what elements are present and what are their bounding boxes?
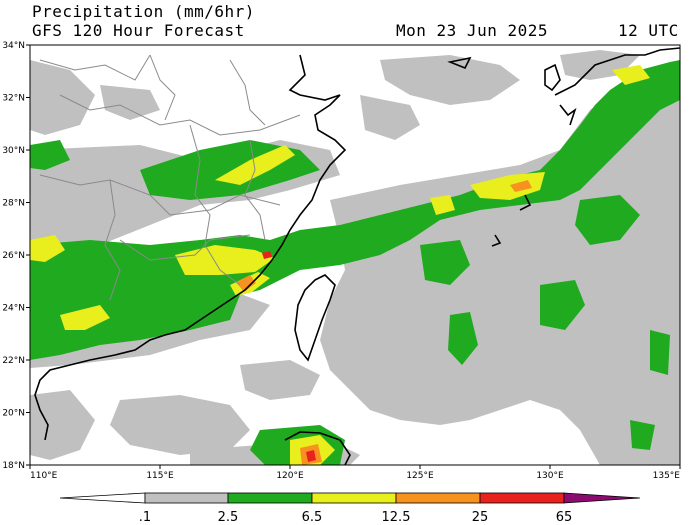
lat-tick-label: 26°N bbox=[2, 251, 25, 261]
precip-very-heavy-areas bbox=[236, 180, 532, 465]
colorbar-segment-under-0.1 bbox=[59, 492, 146, 504]
lat-tick-label: 32°N bbox=[2, 94, 25, 104]
colorbar-label: 12.5 bbox=[382, 510, 411, 525]
valid-date: Mon 23 Jun 2025 bbox=[396, 21, 548, 40]
lon-tick-label: 135°E bbox=[653, 471, 681, 481]
colorbar-segment-12.5-25 bbox=[395, 492, 481, 504]
lat-tick-label: 24°N bbox=[2, 304, 25, 314]
precip-extreme-areas bbox=[262, 251, 316, 462]
valid-time: 12 UTC bbox=[618, 21, 679, 40]
lon-tick-label: 130°E bbox=[536, 471, 564, 481]
colorbar: .1 2.5 6.5 12.5 25 65 bbox=[59, 492, 641, 525]
colorbar-segment-25-65 bbox=[479, 492, 565, 504]
coastlines bbox=[34, 47, 680, 465]
lat-tick-label: 28°N bbox=[2, 199, 25, 209]
lat-tick-label: 18°N bbox=[2, 461, 25, 471]
lon-tick-label: 110°E bbox=[30, 471, 58, 481]
forecast-label: GFS 120 Hour Forecast bbox=[32, 21, 245, 40]
colorbar-label: 65 bbox=[556, 510, 573, 525]
lat-tick-label: 20°N bbox=[2, 409, 25, 419]
lat-tick-label: 30°N bbox=[2, 146, 25, 156]
colorbar-label: 25 bbox=[472, 510, 489, 525]
colorbar-label: .1 bbox=[139, 510, 151, 525]
colorbar-label: 2.5 bbox=[218, 510, 239, 525]
lon-tick-label: 125°E bbox=[406, 471, 434, 481]
lon-tick-label: 120°E bbox=[276, 471, 304, 481]
longitude-axis: 110°E 115°E 120°E 125°E 130°E 135°E bbox=[29, 465, 681, 481]
chart-title: Precipitation (mm/6hr) bbox=[32, 2, 255, 21]
colorbar-segment-6.5-12.5 bbox=[311, 492, 397, 504]
lat-tick-label: 34°N bbox=[2, 41, 25, 51]
lon-tick-label: 115°E bbox=[146, 471, 174, 481]
colorbar-segment-2.5-6.5 bbox=[227, 492, 313, 504]
colorbar-segment-over-65 bbox=[563, 492, 641, 504]
latitude-axis: 34°N 32°N 30°N 28°N 26°N 24°N 22°N 20°N 18°N bbox=[2, 41, 30, 471]
colorbar-label: 6.5 bbox=[302, 510, 323, 525]
province-borders bbox=[39, 54, 301, 301]
colorbar-segment-0.1-2.5 bbox=[144, 492, 229, 504]
lat-tick-label: 22°N bbox=[2, 356, 25, 366]
